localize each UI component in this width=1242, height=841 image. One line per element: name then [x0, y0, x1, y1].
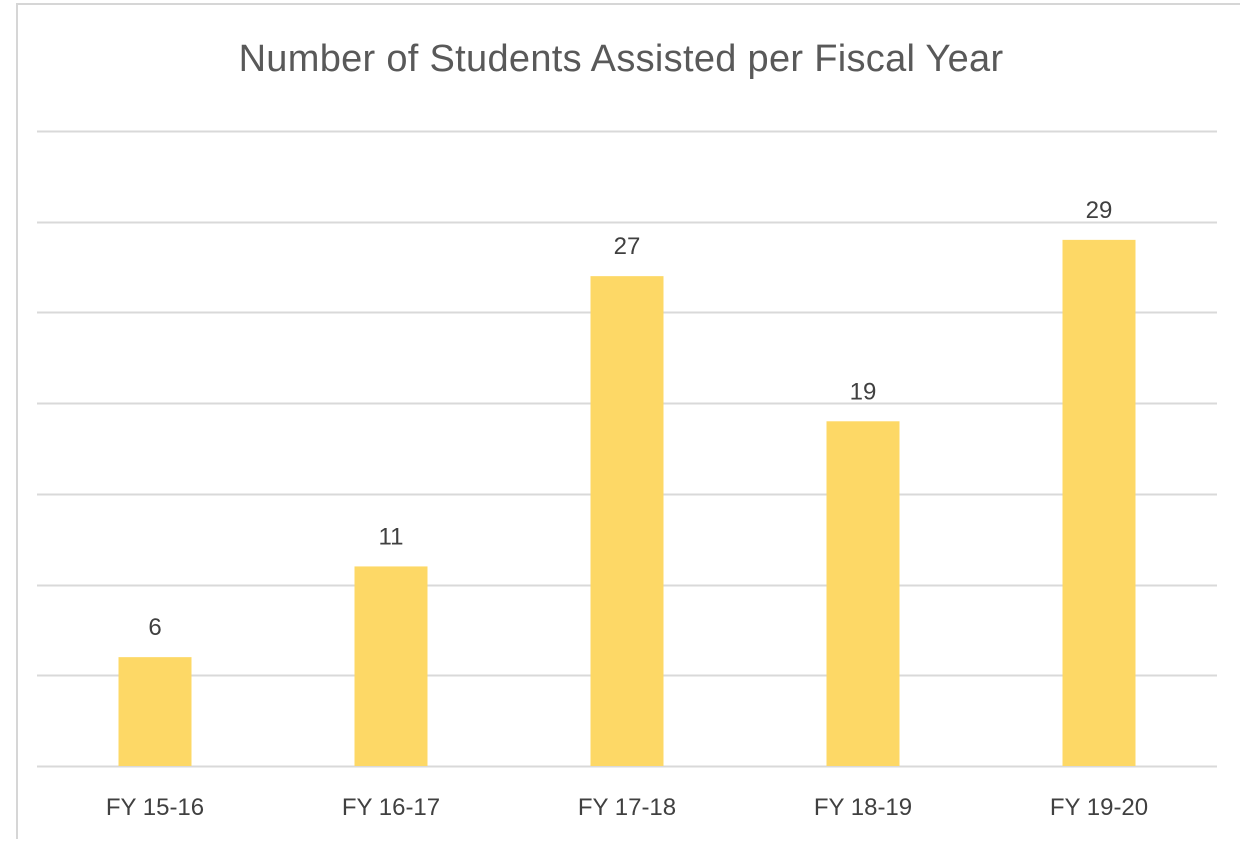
data-label: 6	[148, 614, 161, 641]
x-tick-label: FY 15-16	[106, 794, 204, 821]
data-label: 27	[614, 233, 641, 260]
x-tick-label: FY 16-17	[342, 794, 440, 821]
chart-title: Number of Students Assisted per Fiscal Y…	[238, 38, 1004, 80]
bar	[118, 657, 192, 766]
bar	[354, 566, 428, 766]
x-tick-labels: FY 15-16 FY 16-17 FY 17-18 FY 18-19 FY 19-20	[106, 794, 1148, 821]
data-label: 29	[1086, 197, 1113, 224]
bar	[826, 421, 900, 766]
data-labels: 6 11 27 19 29	[148, 197, 1112, 641]
x-tick-label: FY 19-20	[1050, 794, 1148, 821]
x-tick-label: FY 17-18	[578, 794, 676, 821]
data-label: 11	[379, 523, 404, 550]
bar	[1062, 239, 1136, 766]
data-label: 19	[850, 378, 877, 405]
bars	[118, 239, 1136, 766]
x-tick-label: FY 18-19	[814, 794, 912, 821]
bar	[590, 276, 664, 766]
